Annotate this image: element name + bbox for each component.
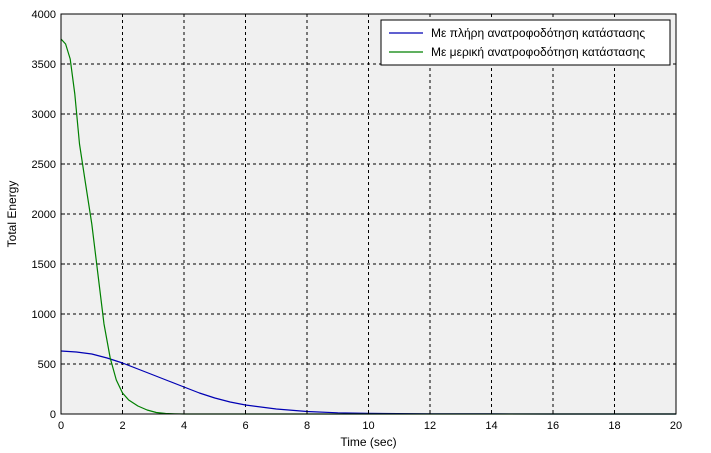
x-axis-ticks: 0 2 4 6 8 10 12 14 16 18 20	[58, 410, 682, 432]
y-axis-label: Total Energy	[5, 181, 19, 248]
x-tick-label: 16	[547, 420, 559, 432]
y-tick-label: 2000	[32, 209, 56, 221]
x-tick-label: 6	[242, 420, 248, 432]
x-tick-label: 4	[181, 420, 187, 432]
y-tick-label: 4000	[32, 9, 56, 21]
y-tick-label: 1500	[32, 259, 56, 271]
x-tick-label: 10	[362, 420, 374, 432]
y-tick-label: 3500	[32, 59, 56, 71]
x-axis-label: Time (sec)	[340, 435, 396, 449]
y-tick-label: 3000	[32, 109, 56, 121]
legend-label-2: Με μερική ανατροφοδότηση κατάστασης	[431, 45, 645, 59]
x-tick-label: 8	[304, 420, 310, 432]
y-tick-label: 2500	[32, 159, 56, 171]
grid-lines	[61, 14, 676, 414]
x-tick-label: 2	[119, 420, 125, 432]
y-tick-label: 500	[38, 359, 56, 371]
y-tick-label: 1000	[32, 309, 56, 321]
x-tick-label: 18	[608, 420, 620, 432]
x-tick-label: 14	[485, 420, 497, 432]
y-axis-ticks: 0 500 1000 1500 2000 2500 3000 3500 4000	[32, 9, 65, 421]
x-tick-label: 12	[424, 420, 436, 432]
x-tick-label: 20	[670, 420, 682, 432]
y-tick-label: 0	[50, 409, 56, 421]
legend: Με πλήρη ανατροφοδότηση κατάστασης Με μερ…	[380, 19, 671, 66]
legend-box	[380, 19, 671, 66]
legend-label-1: Με πλήρη ανατροφοδότηση κατάστασης	[431, 26, 645, 40]
x-tick-label: 0	[58, 420, 64, 432]
